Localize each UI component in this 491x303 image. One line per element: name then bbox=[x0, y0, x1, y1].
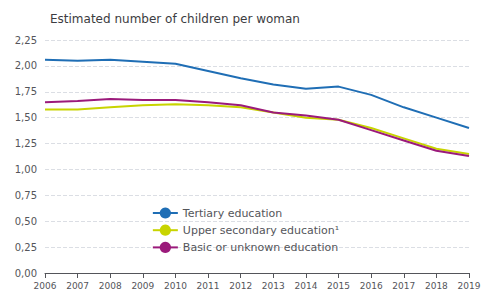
svg-text:2016: 2016 bbox=[360, 281, 383, 291]
svg-text:2009: 2009 bbox=[131, 281, 154, 291]
svg-text:2017: 2017 bbox=[392, 281, 415, 291]
svg-text:Basic or unknown education: Basic or unknown education bbox=[183, 241, 338, 254]
svg-text:2008: 2008 bbox=[99, 281, 122, 291]
svg-text:2011: 2011 bbox=[197, 281, 220, 291]
svg-text:2,25: 2,25 bbox=[15, 35, 37, 46]
svg-text:0,75: 0,75 bbox=[15, 190, 37, 201]
svg-text:Upper secondary education¹: Upper secondary education¹ bbox=[183, 224, 339, 237]
svg-text:0,00: 0,00 bbox=[15, 268, 37, 279]
svg-text:2012: 2012 bbox=[229, 281, 252, 291]
svg-text:Tertiary education: Tertiary education bbox=[182, 207, 282, 220]
svg-text:2006: 2006 bbox=[34, 281, 57, 291]
svg-text:2007: 2007 bbox=[66, 281, 89, 291]
svg-text:1,75: 1,75 bbox=[15, 86, 37, 97]
svg-text:2010: 2010 bbox=[164, 281, 187, 291]
svg-text:2019: 2019 bbox=[458, 281, 481, 291]
svg-text:0,50: 0,50 bbox=[15, 216, 37, 227]
svg-text:1,25: 1,25 bbox=[15, 138, 37, 149]
svg-text:1,50: 1,50 bbox=[15, 112, 37, 123]
svg-text:2,00: 2,00 bbox=[15, 60, 37, 71]
svg-text:0,25: 0,25 bbox=[15, 242, 37, 253]
svg-text:1,00: 1,00 bbox=[15, 164, 37, 175]
svg-text:Estimated number of children p: Estimated number of children per woman bbox=[50, 12, 300, 26]
svg-text:2013: 2013 bbox=[262, 281, 285, 291]
svg-text:2015: 2015 bbox=[327, 281, 350, 291]
svg-text:2018: 2018 bbox=[425, 281, 448, 291]
svg-text:2014: 2014 bbox=[294, 281, 317, 291]
